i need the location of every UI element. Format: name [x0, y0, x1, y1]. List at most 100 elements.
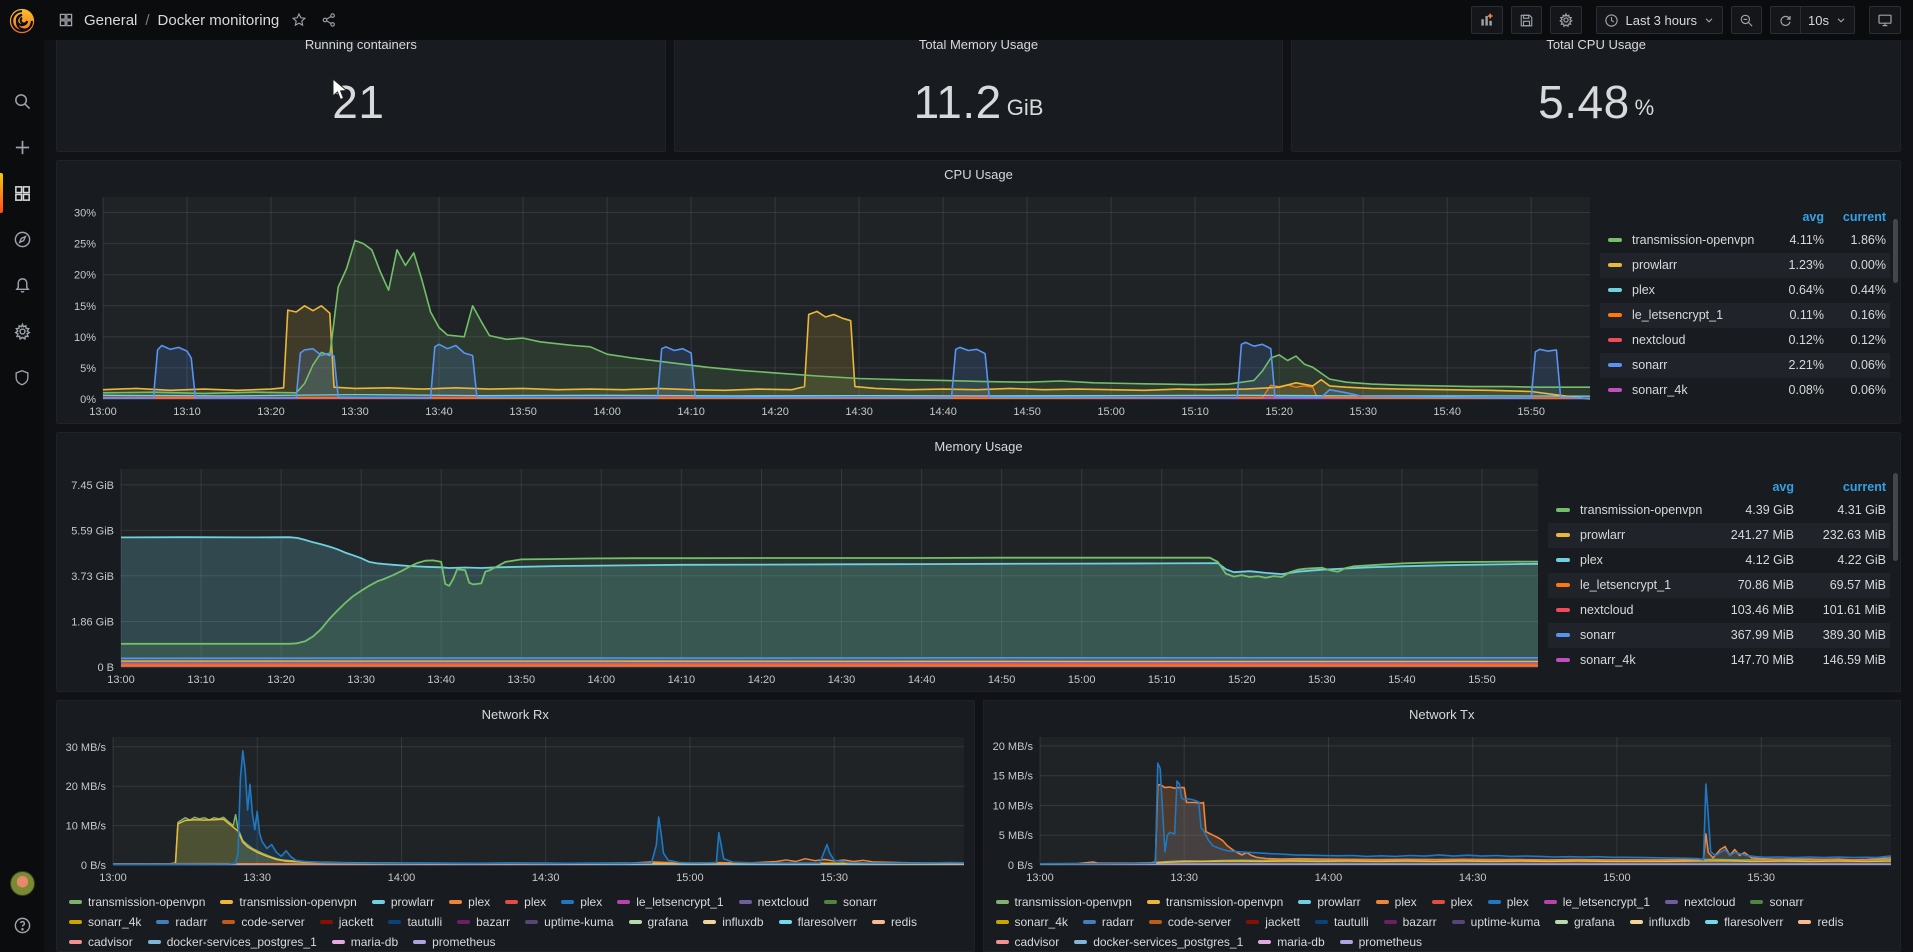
legend-row[interactable]: sonarr_4k147.70 MiB146.59 MiB [1548, 648, 1890, 673]
stat-panel-running-containers[interactable]: Running containers 21 [56, 40, 666, 152]
legend-item[interactable]: radarr [1083, 913, 1134, 931]
legend-scrollbar[interactable] [1893, 219, 1898, 283]
stat-panel-total-cpu[interactable]: Total CPU Usage 5.48% [1291, 40, 1901, 152]
breadcrumb-title[interactable]: Docker monitoring [158, 12, 280, 29]
legend-row[interactable]: le_letsencrypt_10.11%0.16% [1600, 303, 1890, 328]
legend-item[interactable]: transmission-openvpn [996, 893, 1132, 911]
sidebar-item-server-admin[interactable] [0, 354, 44, 400]
grafana-logo-icon[interactable] [7, 6, 37, 36]
share-icon[interactable] [321, 12, 337, 28]
legend-item[interactable]: jackett [1246, 913, 1300, 931]
legend-item[interactable]: plex [505, 893, 546, 911]
legend-row[interactable]: nextcloud103.46 MiB101.61 MiB [1548, 598, 1890, 623]
legend-item[interactable]: le_letsencrypt_1 [617, 893, 723, 911]
legend-item[interactable]: plex [1376, 893, 1417, 911]
dashboard-settings-button[interactable] [1550, 6, 1582, 34]
network-tx-chart[interactable]: 13:0013:3014:0014:3015:0015:300 B/s5 MB/… [984, 727, 1901, 887]
chevron-down-icon [1835, 14, 1847, 26]
legend-item[interactable]: uptime-kuma [1452, 913, 1540, 931]
save-dashboard-button[interactable] [1511, 6, 1542, 34]
legend-scrollbar[interactable] [1893, 473, 1898, 561]
network-rx-chart[interactable]: 13:0013:3014:0014:3015:0015:300 B/s10 MB… [57, 727, 974, 887]
legend-item[interactable]: nextcloud [739, 893, 809, 911]
add-panel-button[interactable] [1471, 6, 1503, 34]
legend-item[interactable]: code-server [1149, 913, 1231, 931]
legend-row[interactable]: prowlarr1.23%0.00% [1600, 253, 1890, 278]
legend-item[interactable]: tautulli [388, 913, 442, 931]
legend-item[interactable]: prometheus [1340, 933, 1422, 951]
legend-item[interactable]: plex [1488, 893, 1529, 911]
legend-item[interactable]: radarr [156, 913, 207, 931]
legend-item[interactable]: grafana [629, 913, 689, 931]
legend-item[interactable]: plex [449, 893, 490, 911]
legend-item[interactable]: sonarr_4k [996, 913, 1068, 931]
legend-row[interactable]: transmission-openvpn4.39 GiB4.31 GiB [1548, 498, 1890, 523]
legend-item[interactable]: influxdb [1630, 913, 1690, 931]
legend-row[interactable]: sonarr_4k0.08%0.06% [1600, 378, 1890, 403]
legend-item[interactable]: docker-services_postgres_1 [1074, 933, 1243, 951]
legend-row[interactable]: plex4.12 GiB4.22 GiB [1548, 548, 1890, 573]
panel-title[interactable]: Network Rx [57, 701, 974, 727]
legend-row[interactable]: sonarr2.21%0.06% [1600, 353, 1890, 378]
legend-item[interactable]: prowlarr [372, 893, 434, 911]
refresh-button[interactable] [1770, 6, 1800, 34]
legend-item[interactable]: plex [561, 893, 602, 911]
legend-item[interactable]: docker-services_postgres_1 [148, 933, 317, 951]
legend-row[interactable]: nextcloud0.12%0.12% [1600, 328, 1890, 353]
legend-item[interactable]: maria-db [1258, 933, 1324, 951]
legend-item[interactable]: redis [1798, 913, 1843, 931]
sidebar-item-explore[interactable] [0, 216, 44, 262]
gear-icon [1558, 12, 1574, 28]
legend-item[interactable]: sonarr [1750, 893, 1803, 911]
legend-item[interactable]: flaresolverr [779, 913, 857, 931]
legend-item[interactable]: prowlarr [1298, 893, 1360, 911]
legend-item[interactable]: prometheus [413, 933, 495, 951]
refresh-interval-picker[interactable]: 10s [1800, 6, 1855, 34]
breadcrumb-section[interactable]: General [84, 12, 137, 29]
star-icon[interactable] [291, 12, 307, 28]
legend-item[interactable]: bazarr [1384, 913, 1437, 931]
legend-row[interactable]: plex0.64%0.44% [1600, 278, 1890, 303]
sidebar-item-configuration[interactable] [0, 308, 44, 354]
legend-item[interactable]: flaresolverr [1705, 913, 1783, 931]
svg-text:0 B/s: 0 B/s [1007, 860, 1033, 872]
memory-usage-chart[interactable]: 13:0013:1013:2013:3013:4013:5014:0014:10… [57, 459, 1548, 689]
legend-item[interactable]: sonarr_4k [69, 913, 141, 931]
sidebar-item-search[interactable] [0, 78, 44, 124]
zoom-out-button[interactable] [1731, 6, 1762, 34]
legend-item[interactable]: cadvisor [996, 933, 1060, 951]
panel-title[interactable]: CPU Usage [57, 161, 1900, 187]
legend-item[interactable]: jackett [320, 913, 374, 931]
cpu-usage-chart[interactable]: 13:0013:1013:2013:3013:4013:5014:0014:10… [57, 187, 1600, 421]
legend-item[interactable]: transmission-openvpn [69, 893, 205, 911]
legend-item[interactable]: maria-db [332, 933, 398, 951]
sidebar-item-alerting[interactable] [0, 262, 44, 308]
sidebar-item-dashboards[interactable] [0, 170, 44, 216]
cycle-view-mode-button[interactable] [1869, 6, 1901, 34]
user-avatar[interactable] [10, 871, 35, 896]
legend-row[interactable]: sonarr367.99 MiB389.30 MiB [1548, 623, 1890, 648]
legend-item[interactable]: grafana [1555, 913, 1615, 931]
legend-item[interactable]: plex [1432, 893, 1473, 911]
legend-item[interactable]: code-server [222, 913, 304, 931]
legend-item[interactable]: transmission-openvpn [1147, 893, 1283, 911]
sidebar-item-create[interactable] [0, 124, 44, 170]
legend-item[interactable]: nextcloud [1665, 893, 1735, 911]
legend-item[interactable]: tautulli [1315, 913, 1369, 931]
time-range-picker[interactable]: Last 3 hours [1596, 6, 1723, 34]
legend-row[interactable]: le_letsencrypt_170.86 MiB69.57 MiB [1548, 573, 1890, 598]
stat-panel-total-memory[interactable]: Total Memory Usage 11.2GiB [674, 40, 1284, 152]
panel-title[interactable]: Memory Usage [57, 433, 1900, 459]
legend-row[interactable]: prowlarr241.27 MiB232.63 MiB [1548, 523, 1890, 548]
legend-item[interactable]: uptime-kuma [525, 913, 613, 931]
legend-item[interactable]: le_letsencrypt_1 [1544, 893, 1650, 911]
legend-item[interactable]: transmission-openvpn [220, 893, 356, 911]
legend-item[interactable]: sonarr [824, 893, 877, 911]
legend-row[interactable]: transmission-openvpn4.11%1.86% [1600, 228, 1890, 253]
panel-title[interactable]: Network Tx [984, 701, 1901, 727]
legend-item[interactable]: bazarr [457, 913, 510, 931]
legend-item[interactable]: redis [872, 913, 917, 931]
legend-item[interactable]: influxdb [703, 913, 763, 931]
legend-item[interactable]: cadvisor [69, 933, 133, 951]
sidebar-item-help[interactable] [0, 910, 44, 940]
